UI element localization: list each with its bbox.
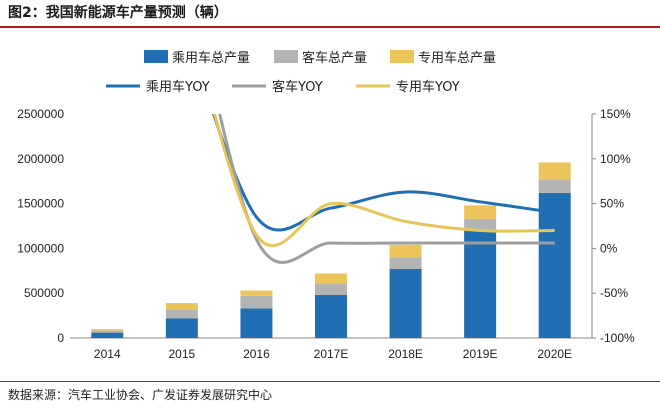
bar-segment [165,318,198,338]
x-tick-label: 2019E [463,347,498,361]
y-left-tick-label: 500000 [24,286,64,300]
bar-segment [538,192,571,338]
y-right-tick-label: 0% [600,241,618,255]
yoy-line [211,114,555,232]
x-tick-label: 2016 [243,347,270,361]
legend-label: 乘用车YOY [146,79,210,95]
y-left-tick-label: 2000000 [17,152,64,166]
bar-segment [315,294,347,338]
source-rule [0,381,660,382]
yoy-line [218,114,555,264]
figure-source: 数据来源：汽车工业协会、广发证券发展研究中心 [8,388,273,402]
x-tick-label: 2020E [537,347,572,361]
bar-segment [538,179,571,193]
legend-label: 专用车YOY [396,79,460,95]
bar-segment [464,230,497,338]
bar-segment [389,269,422,338]
bar-segment [165,303,198,310]
x-tick-label: 2015 [169,347,196,361]
y-right-tick-label: -50% [600,286,628,300]
title-rule [0,26,660,28]
bar-segment [240,308,273,338]
bar-segment [464,205,497,219]
bar-segment [315,273,347,284]
y-right-tick-label: -100% [600,331,635,345]
x-tick-label: 2014 [94,347,121,361]
figure-title: 图2：我国新能源车产量预测（辆） [8,5,228,21]
bar-segment [165,309,198,319]
x-tick-label: 2018E [388,347,423,361]
bar-segment [538,162,571,180]
yoy-line [213,114,555,247]
bar-segment [464,218,497,231]
bar-segment [389,244,422,258]
legend-label: 客车YOY [272,79,323,95]
bar-segment [91,330,124,333]
bar-segment [389,257,422,270]
y-left-tick-label: 1500000 [17,197,64,211]
bar-segment [91,332,124,338]
legend-label: 客车总产量 [302,50,367,66]
y-left-tick-label: 0 [57,331,64,345]
legend-swatch [390,50,414,63]
y-right-tick-label: 50% [600,197,624,211]
x-tick-label: 2017E [314,347,349,361]
y-right-tick-label: 100% [600,152,631,166]
legend-label: 乘用车总产量 [172,50,250,66]
legend-swatch [144,50,168,63]
y-right-tick-label: 150% [600,107,631,121]
bar-segment [91,329,124,331]
bar-segment [240,290,273,296]
bar-segment [240,295,273,309]
bar-segment [315,283,347,295]
legend-label: 专用车总产量 [418,50,496,66]
legend-swatch [274,50,298,63]
y-left-tick-label: 2500000 [17,107,64,121]
y-left-tick-label: 1000000 [17,241,64,255]
